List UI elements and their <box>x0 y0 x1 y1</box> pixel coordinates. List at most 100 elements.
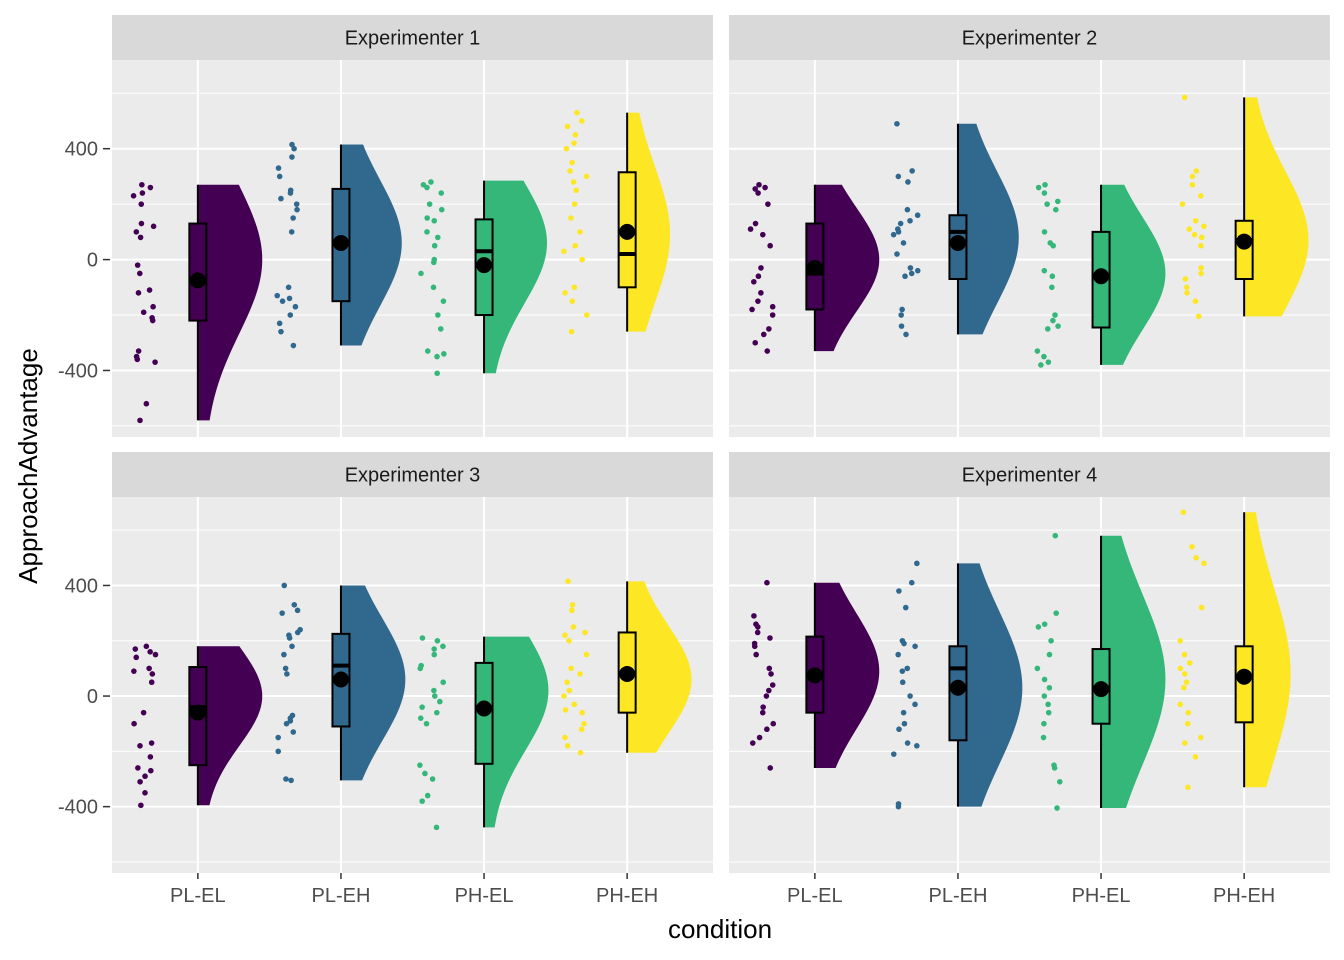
violin-pl-el <box>814 184 880 352</box>
data-point <box>1183 284 1190 291</box>
data-point <box>1189 543 1195 550</box>
data-point <box>418 270 424 277</box>
data-point <box>146 665 152 672</box>
data-point <box>904 665 911 672</box>
data-point <box>292 303 299 310</box>
data-point <box>1042 181 1048 188</box>
data-point <box>747 226 754 232</box>
data-point <box>133 229 140 235</box>
data-point <box>907 217 913 224</box>
data-point <box>283 720 290 727</box>
strip-experimenter-1 <box>112 15 713 60</box>
violin-ph-eh <box>1244 512 1291 788</box>
data-point <box>294 607 301 614</box>
data-point <box>441 351 447 357</box>
data-point <box>1183 679 1190 686</box>
data-point <box>583 651 590 658</box>
mean-pl-eh <box>949 679 966 696</box>
data-point <box>1041 353 1047 360</box>
group-ph-el <box>417 635 549 831</box>
data-point <box>749 306 755 313</box>
data-point <box>905 179 911 185</box>
data-point <box>147 184 154 191</box>
data-point <box>1180 509 1187 516</box>
data-point <box>286 295 293 302</box>
data-point <box>424 792 431 799</box>
mean-ph-el <box>1093 268 1110 285</box>
data-point <box>899 679 906 686</box>
data-point <box>431 259 437 266</box>
data-point <box>147 767 154 774</box>
mean-ph-eh <box>1236 668 1253 685</box>
box-pl-el <box>188 222 208 322</box>
data-point <box>568 665 574 672</box>
x-tick-label: PL-EL <box>170 885 226 907</box>
data-point <box>137 234 144 241</box>
data-point <box>1192 217 1199 224</box>
data-point <box>751 613 757 619</box>
data-point <box>149 317 156 324</box>
data-point <box>1181 684 1187 691</box>
group-ph-el <box>1034 532 1166 811</box>
data-point <box>567 168 573 174</box>
data-point <box>134 262 141 268</box>
data-point <box>438 190 445 196</box>
data-point <box>755 624 761 630</box>
data-point <box>1055 323 1061 329</box>
data-point <box>1046 651 1053 658</box>
data-point <box>1181 651 1188 658</box>
data-point <box>137 270 143 277</box>
mean-ph-el <box>476 700 493 717</box>
data-point <box>431 217 438 224</box>
data-point <box>152 651 159 658</box>
data-point <box>570 179 577 185</box>
x-tick-label: PH-EL <box>455 885 514 907</box>
panels-layer: Experimenter 1 Experimenter 2 Experimenter… <box>112 15 1330 873</box>
data-point <box>914 212 921 219</box>
data-point <box>1051 765 1058 771</box>
data-point <box>578 118 585 124</box>
data-point <box>419 635 426 641</box>
data-point <box>564 123 571 130</box>
data-point <box>760 231 766 238</box>
data-point <box>434 353 440 360</box>
group-pl-eh <box>275 582 406 784</box>
data-point <box>293 201 300 207</box>
data-point <box>895 173 902 180</box>
data-point <box>752 220 759 227</box>
data-point <box>569 602 576 608</box>
data-point <box>907 693 913 699</box>
y-axis-title: ApproachAdvantage <box>13 348 43 584</box>
data-point <box>1045 359 1052 365</box>
data-point <box>137 417 143 424</box>
data-point <box>131 720 137 727</box>
data-point <box>760 331 767 338</box>
data-point <box>1041 720 1047 727</box>
violin-ph-el <box>484 636 549 828</box>
axes-layer: -400 0 400 -400 0 400 PL-EL PL-EH PH-EL PH-EH PL-E… <box>58 139 1275 907</box>
data-point <box>1198 234 1205 241</box>
x-axis-title: condition <box>668 914 772 944</box>
group-pl-eh <box>274 141 402 349</box>
data-point <box>755 298 761 304</box>
data-point <box>1195 313 1202 320</box>
data-point <box>562 632 568 639</box>
data-point <box>571 140 577 146</box>
violin-ph-el <box>1101 535 1166 809</box>
data-point <box>137 778 143 785</box>
strip-title-experimenter-2: Experimenter 2 <box>962 28 1098 50</box>
data-point <box>914 743 920 749</box>
data-point <box>437 698 443 705</box>
data-point <box>766 665 773 672</box>
data-point <box>895 651 901 658</box>
data-point <box>1049 273 1056 280</box>
data-point <box>429 776 436 782</box>
data-point <box>766 687 772 694</box>
group-ph-eh <box>1177 509 1291 791</box>
data-point <box>148 679 155 686</box>
data-point <box>138 201 145 207</box>
data-point <box>291 145 297 152</box>
data-point <box>140 309 147 316</box>
data-point <box>150 303 156 310</box>
group-pl-eh <box>890 560 1023 810</box>
